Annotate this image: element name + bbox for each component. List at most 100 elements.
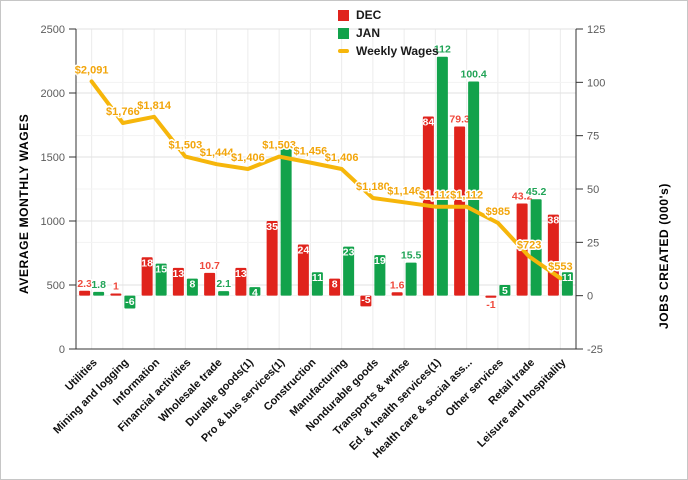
left-axis-title: AVERAGE MONTHLY WAGES — [17, 113, 31, 295]
jan-bar[interactable] — [530, 199, 542, 296]
jan-bar[interactable] — [218, 291, 230, 296]
y-left-tick-label: 500 — [47, 280, 65, 292]
legend-item-jan: JAN — [338, 24, 439, 42]
jan-bar-label: 5 — [502, 285, 508, 297]
jan-bar[interactable] — [374, 255, 386, 296]
legend: DEC JAN Weekly Wages — [338, 6, 439, 60]
dec-bar[interactable] — [141, 257, 153, 296]
jan-bar[interactable] — [280, 144, 292, 296]
wage-label: $723 — [517, 239, 541, 251]
dec-bar[interactable] — [172, 267, 184, 296]
dec-bar[interactable] — [266, 221, 278, 296]
wage-label: $1,180 — [356, 181, 390, 193]
wage-label: $985 — [486, 206, 510, 218]
wage-label: $2,091 — [75, 64, 109, 76]
jan-bar-label: -6 — [125, 296, 134, 308]
dec-bar[interactable] — [485, 295, 497, 298]
jan-bar-label: 15 — [155, 264, 167, 276]
jan-bar-label: 100.4 — [460, 68, 486, 80]
dec-bar-label: 84 — [423, 116, 435, 128]
legend-label: DEC — [356, 8, 382, 22]
dec-bar[interactable] — [204, 272, 216, 296]
dec-bar-label: 13 — [235, 268, 247, 280]
dec-bar-label: 43.2 — [512, 191, 533, 203]
dec-bar[interactable] — [329, 278, 341, 296]
dec-bar-label: 10.7 — [199, 260, 220, 272]
jan-bar[interactable] — [499, 285, 511, 296]
dec-bar[interactable] — [110, 293, 122, 296]
jan-bar[interactable] — [405, 262, 417, 296]
wage-label: $1,503 — [262, 140, 296, 152]
dec-bar-label: -5 — [361, 294, 370, 306]
dec-bar-label: 79.3 — [449, 113, 470, 125]
jan-bar[interactable] — [124, 295, 136, 309]
dec-bar-label: 13 — [173, 268, 185, 280]
jan-bar[interactable] — [343, 246, 355, 296]
legend-label: Weekly Wages — [356, 44, 439, 58]
dec-bar[interactable] — [235, 267, 247, 296]
y-right-tick-label: 25 — [587, 237, 599, 249]
y-right-tick-label: 0 — [587, 291, 593, 303]
dec-bar-label: 18 — [141, 257, 153, 269]
wage-label: $1,814 — [137, 100, 172, 112]
wage-label: $1,406 — [325, 152, 359, 164]
dec-bar[interactable] — [391, 292, 403, 296]
wage-label: $1,444 — [200, 147, 235, 159]
jan-bar[interactable] — [249, 287, 261, 296]
jan-bar[interactable] — [311, 272, 323, 296]
y-left-tick-label: 2500 — [41, 24, 65, 36]
wage-label: $1,766 — [106, 106, 140, 118]
wage-label: $1,503 — [169, 140, 203, 152]
jan-bar[interactable] — [186, 278, 198, 296]
dec-bar[interactable] — [454, 126, 466, 296]
jan-bar[interactable] — [436, 56, 448, 296]
legend-label: JAN — [356, 26, 381, 40]
wage-label: $1,112 — [419, 190, 452, 202]
wage-label: $1,112 — [450, 190, 483, 202]
jan-bar-label: 2.1 — [216, 278, 231, 290]
y-right-tick-label: 125 — [587, 24, 605, 36]
dec-bar-label: 1.6 — [390, 279, 405, 291]
jan-bar-label: 23 — [343, 247, 355, 259]
legend-item-dec: DEC — [338, 6, 439, 24]
jan-bar-label: 1.8 — [91, 279, 106, 291]
wage-label: $553 — [548, 261, 572, 273]
wage-label: $1,456 — [294, 146, 328, 158]
dec-bar[interactable] — [360, 295, 372, 307]
y-left-tick-label: 1500 — [41, 152, 65, 164]
wage-label: $1,406 — [231, 152, 265, 164]
y-right-tick-label: 75 — [587, 131, 599, 143]
dec-bar-label: 24 — [298, 244, 310, 256]
jan-bar-label: 8 — [189, 279, 195, 291]
jan-bar[interactable] — [155, 263, 167, 296]
dec-swatch-icon — [338, 9, 349, 21]
jan-bar[interactable] — [93, 291, 105, 296]
y-right-tick-label: -25 — [587, 344, 603, 356]
jan-bar-label: 45.2 — [526, 186, 547, 198]
jan-bar-label: 19 — [374, 255, 386, 267]
jan-bar[interactable] — [468, 81, 480, 296]
dec-bar-label: 35 — [266, 221, 278, 233]
jan-swatch-icon — [338, 27, 349, 39]
jan-bar-label: 112 — [434, 44, 451, 56]
weekly-wages-line[interactable] — [89, 79, 563, 281]
dec-bar[interactable] — [79, 290, 91, 296]
dec-bar-label: -1 — [486, 299, 495, 311]
weekly-wages-swatch-icon — [338, 49, 349, 53]
wage-label: $1,146 — [387, 185, 421, 197]
y-right-tick-label: 50 — [587, 184, 599, 196]
dec-bar[interactable] — [547, 214, 559, 296]
legend-item-weekly-wages: Weekly Wages — [338, 42, 439, 60]
dec-bar-label: 1 — [113, 281, 119, 293]
y-left-tick-label: 2000 — [41, 88, 65, 100]
dec-bar[interactable] — [297, 244, 309, 296]
dec-bar-label: 2.3 — [77, 278, 92, 290]
dec-bar-label: 38 — [548, 215, 560, 227]
right-axis-title: JOBS CREATED (000's) — [657, 183, 671, 329]
jan-bar[interactable] — [561, 272, 573, 296]
jan-bar-label: 11 — [312, 272, 323, 284]
y-left-tick-label: 1000 — [41, 216, 65, 228]
y-left-tick-label: 0 — [59, 344, 65, 356]
